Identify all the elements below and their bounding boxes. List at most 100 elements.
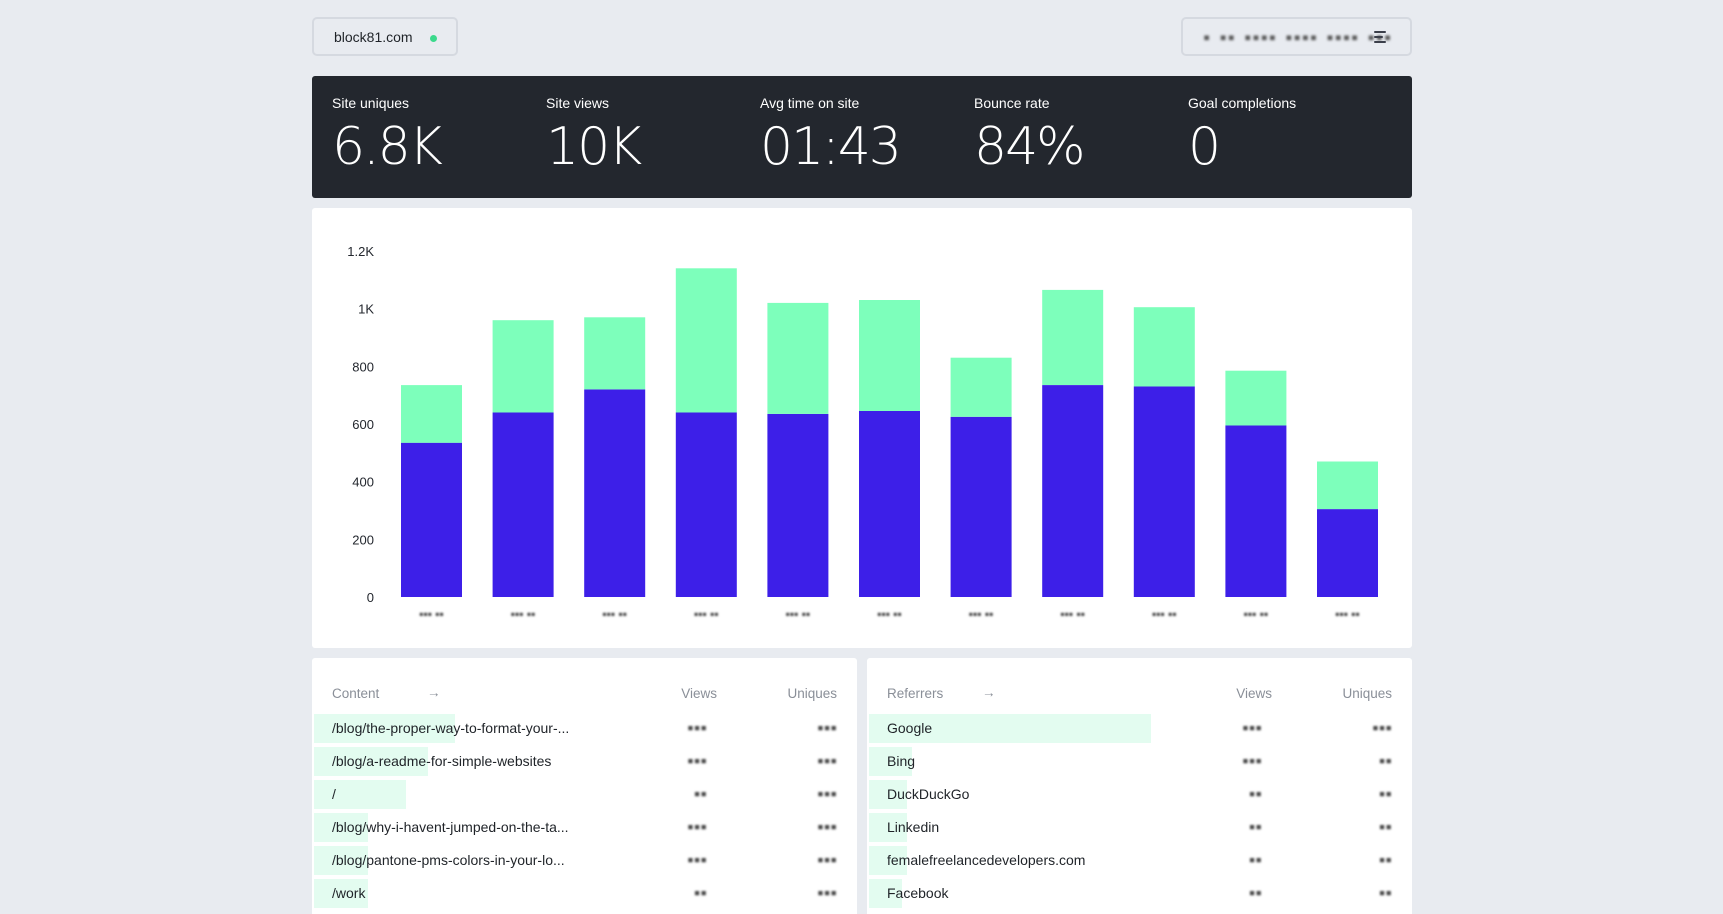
- stat-goal-completions[interactable]: Goal completions 0: [1188, 95, 1296, 177]
- x-tick-label: ▪▪▪ ▪▪: [1244, 607, 1269, 621]
- stat-label: Site uniques: [332, 95, 410, 111]
- stats-panel: Site uniques 6.8K Site views 10K Avg tim…: [312, 76, 1412, 198]
- content-row[interactable]: /blog/why-i-havent-jumped-on-the-ta... ▪▪…: [312, 811, 857, 844]
- row-views: ▪▪: [693, 886, 707, 899]
- row-uniques: ▪▪▪: [817, 886, 837, 899]
- share-bar: [314, 747, 428, 776]
- bar-views[interactable]: [675, 268, 737, 413]
- row-views: ▪▪▪: [1242, 754, 1262, 767]
- row-label: Linkedin: [887, 819, 940, 835]
- menu-icon[interactable]: [1374, 31, 1388, 43]
- bar-views[interactable]: [492, 320, 554, 413]
- bar-uniques[interactable]: [1042, 385, 1104, 597]
- bar-uniques[interactable]: [767, 413, 829, 597]
- row-uniques: ▪▪▪: [817, 787, 837, 800]
- content-row[interactable]: /work ▪▪ ▪▪▪: [312, 877, 857, 910]
- bar-views[interactable]: [767, 302, 829, 414]
- y-tick-label: 800: [352, 359, 374, 374]
- x-tick-label: ▪▪▪ ▪▪: [1335, 607, 1360, 621]
- share-bar: [869, 813, 907, 842]
- referrer-row[interactable]: femalefreelancedevelopers.com ▪▪ ▪▪: [867, 844, 1412, 877]
- share-bar: [314, 846, 368, 875]
- row-label: Google: [887, 720, 933, 736]
- bar-views[interactable]: [950, 357, 1012, 417]
- y-tick-label: 1K: [358, 302, 374, 317]
- row-label: femalefreelancedevelopers.com: [887, 852, 1086, 868]
- stat-label: Site views: [546, 95, 610, 111]
- row-views: ▪▪: [1248, 886, 1262, 899]
- referrers-title[interactable]: Referrers: [887, 686, 944, 701]
- share-bar: [314, 813, 368, 842]
- bar-views[interactable]: [584, 317, 646, 390]
- bar-uniques[interactable]: [584, 389, 646, 597]
- row-views: ▪▪: [1248, 820, 1262, 833]
- content-row[interactable]: /blog/pantone-pms-colors-in-your-lo... ▪▪…: [312, 844, 857, 877]
- row-uniques: ▪▪▪: [817, 754, 837, 767]
- site-selector-button[interactable]: block81.com: [312, 17, 458, 56]
- arrow-right-icon[interactable]: →: [427, 685, 441, 700]
- stat-site-views[interactable]: Site views 10K: [546, 95, 642, 177]
- row-label: /blog/a-readme-for-simple-websites: [332, 753, 552, 769]
- row-views: ▪▪▪: [687, 754, 707, 767]
- row-uniques: ▪▪▪: [1372, 721, 1392, 734]
- row-views: ▪▪: [1248, 787, 1262, 800]
- row-uniques: ▪▪: [1378, 886, 1392, 899]
- bar-uniques[interactable]: [1317, 509, 1378, 597]
- bar-views[interactable]: [401, 385, 462, 443]
- referrer-row[interactable]: Facebook ▪▪ ▪▪: [867, 877, 1412, 910]
- stat-site-uniques[interactable]: Site uniques 6.8K: [332, 95, 443, 177]
- row-uniques: ▪▪▪: [817, 853, 837, 866]
- stat-avg-time[interactable]: Avg time on site 01:43: [760, 95, 902, 177]
- stat-label: Avg time on site: [760, 95, 860, 111]
- date-range-label: ▪ ▪▪ ▪▪▪▪ ▪▪▪▪ ▪▪▪▪ ▪▪▪: [1203, 29, 1393, 44]
- referrers-panel-header: Referrers → Views Uniques: [887, 685, 1392, 704]
- stat-bounce-rate[interactable]: Bounce rate 84%: [974, 95, 1086, 177]
- referrer-row[interactable]: Google ▪▪▪ ▪▪▪: [867, 712, 1412, 745]
- bar-uniques[interactable]: [859, 411, 920, 597]
- referrer-row[interactable]: DuckDuckGo ▪▪ ▪▪: [867, 778, 1412, 811]
- row-label: /blog/why-i-havent-jumped-on-the-ta...: [332, 819, 569, 835]
- bar-views[interactable]: [859, 300, 920, 411]
- stat-value: 6.8K: [332, 117, 443, 177]
- bar-views[interactable]: [1042, 289, 1104, 385]
- stat-value: 10K: [546, 117, 642, 177]
- bar-uniques[interactable]: [1133, 386, 1195, 598]
- stat-label: Goal completions: [1188, 95, 1297, 111]
- bar-uniques[interactable]: [492, 412, 554, 598]
- content-row[interactable]: / ▪▪ ▪▪▪: [312, 778, 857, 811]
- row-uniques: ▪▪▪: [817, 820, 837, 833]
- bar-uniques[interactable]: [675, 412, 737, 598]
- row-views: ▪▪▪: [1242, 721, 1262, 734]
- arrow-right-icon[interactable]: →: [982, 685, 996, 700]
- views-column-header: Views: [1236, 686, 1272, 701]
- x-tick-label: ▪▪▪ ▪▪: [786, 607, 811, 621]
- row-label: /blog/pantone-pms-colors-in-your-lo...: [332, 852, 565, 868]
- row-views: ▪▪▪: [687, 721, 707, 734]
- row-label: /: [332, 786, 336, 802]
- x-tick-label: ▪▪▪ ▪▪: [1152, 607, 1177, 621]
- bar-views[interactable]: [1317, 461, 1378, 510]
- live-status-dot-icon: [430, 35, 437, 42]
- bar-uniques[interactable]: [401, 442, 462, 597]
- content-list: /blog/the-proper-way-to-format-your-... ▪…: [312, 712, 857, 910]
- x-tick-label: ▪▪▪ ▪▪: [694, 607, 719, 621]
- referrer-row[interactable]: Linkedin ▪▪ ▪▪: [867, 811, 1412, 844]
- share-bar: [869, 780, 907, 809]
- content-row[interactable]: /blog/a-readme-for-simple-websites ▪▪▪ ▪▪▪: [312, 745, 857, 778]
- row-views: ▪▪: [693, 787, 707, 800]
- bar-views[interactable]: [1225, 370, 1287, 426]
- views-column-header: Views: [681, 686, 717, 701]
- y-tick-label: 1.2K: [347, 244, 374, 259]
- traffic-chart-card: 0 200 400 600 800 1K 1.2K ▪▪▪ ▪▪ ▪▪▪ ▪▪ ▪▪▪ ▪▪ ▪▪▪…: [312, 208, 1412, 648]
- bar-views[interactable]: [1133, 307, 1195, 387]
- content-title[interactable]: Content: [332, 686, 380, 701]
- content-row[interactable]: /blog/the-proper-way-to-format-your-... ▪…: [312, 712, 857, 745]
- row-uniques: ▪▪: [1378, 853, 1392, 866]
- share-bar: [314, 714, 455, 743]
- date-range-selector[interactable]: ▪ ▪▪ ▪▪▪▪ ▪▪▪▪ ▪▪▪▪ ▪▪▪: [1181, 17, 1412, 56]
- referrer-row[interactable]: Bing ▪▪▪ ▪▪: [867, 745, 1412, 778]
- row-uniques: ▪▪: [1378, 787, 1392, 800]
- content-panel: Content → Views Uniques /blog/the-proper…: [312, 658, 857, 914]
- bar-uniques[interactable]: [1225, 425, 1287, 597]
- bar-uniques[interactable]: [950, 416, 1012, 597]
